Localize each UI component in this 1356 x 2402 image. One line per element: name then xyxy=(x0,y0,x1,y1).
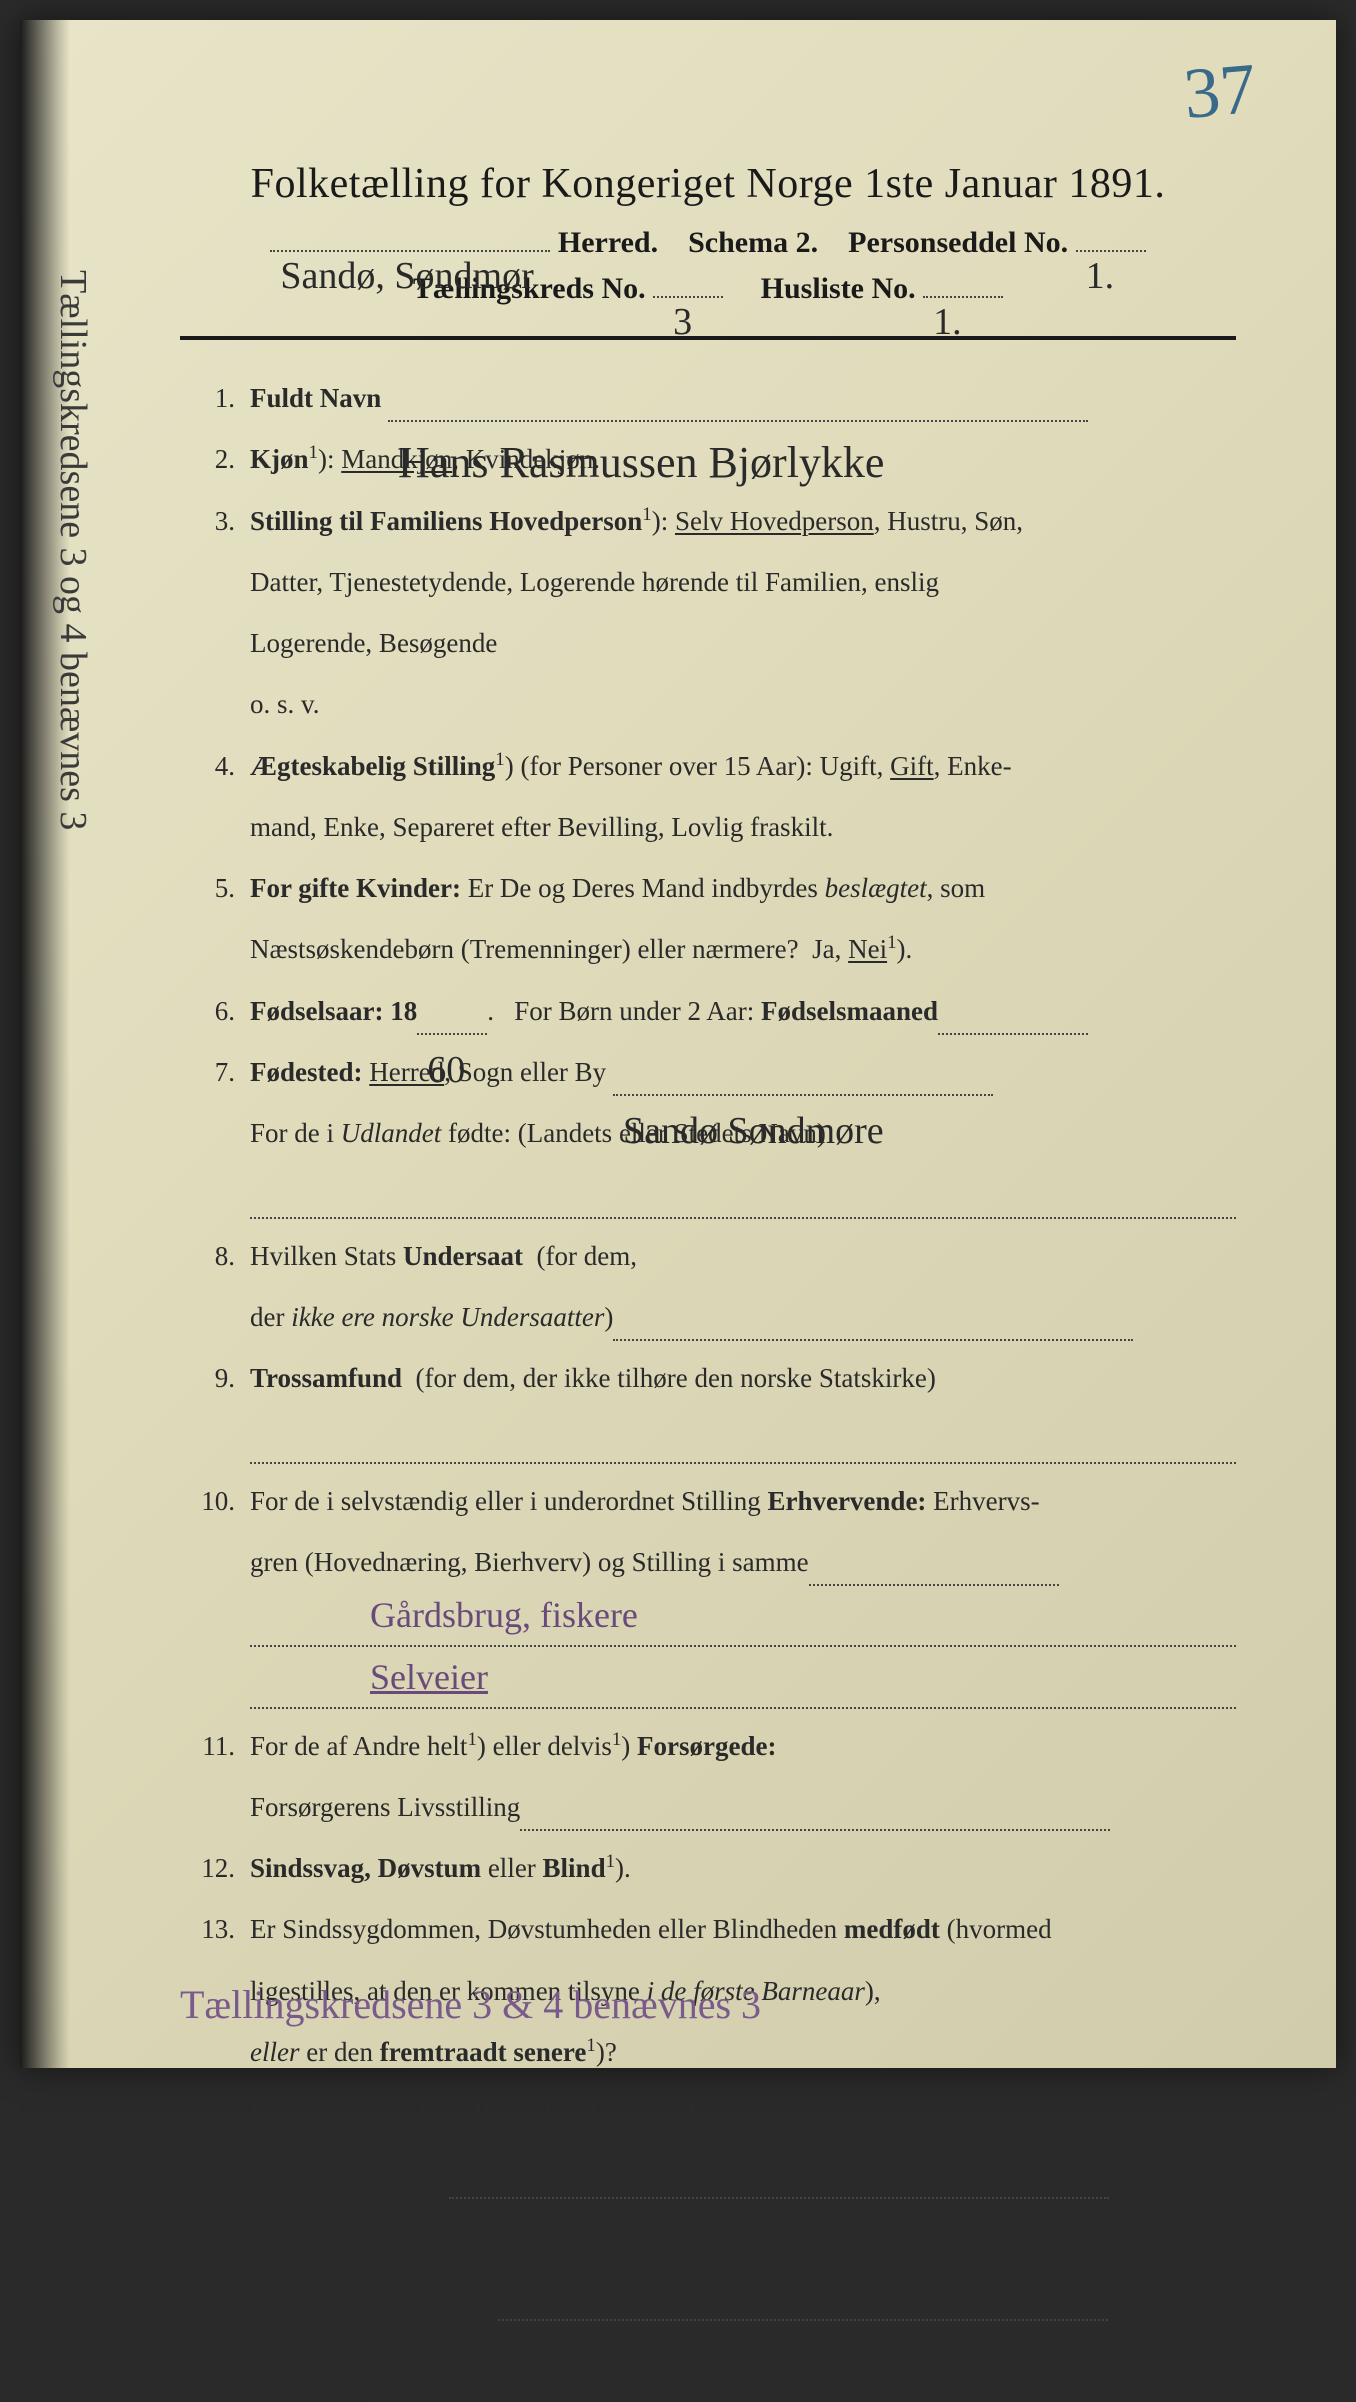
item-num-10: 10. xyxy=(180,1478,235,1525)
form-header: Folketælling for Kongeriget Norge 1ste J… xyxy=(180,160,1236,306)
item-num-6: 6. xyxy=(180,988,235,1035)
item-12: 12. Sindssvag, Døvstum eller Blind1). xyxy=(180,1845,1236,1892)
label-fodested: Fødested: xyxy=(250,1057,362,1087)
herred-row: Sandø, Søndmør Herred. Schema 2. Persons… xyxy=(180,226,1236,260)
header-divider xyxy=(180,336,1236,340)
item-3: 3. Stilling til Familiens Hovedperson1):… xyxy=(180,498,1236,545)
item-15-line2: antageligt Opholdssted xyxy=(180,2274,1236,2321)
item-10-value2: Selveier xyxy=(180,1661,1236,1708)
item-14: 14. For de kun midlertidigt Tilstedevære… xyxy=(180,2090,1236,2137)
item-9: 9. Trossamfund (for dem, der ikke tilhør… xyxy=(180,1355,1236,1402)
item-11: 11. For de af Andre helt1) eller delvis1… xyxy=(180,1723,1236,1770)
item-11-line2: Forsørgerens Livsstilling xyxy=(180,1784,1236,1831)
item-num-14: 14. xyxy=(180,2090,235,2137)
item-num-11: 11. xyxy=(180,1723,235,1770)
item-3-line4: o. s. v. xyxy=(180,681,1236,728)
item-4-line2: mand, Enke, Separeret efter Bevilling, L… xyxy=(180,804,1236,851)
item-num-1: 1. xyxy=(180,375,235,422)
item-num-5: 5. xyxy=(180,865,235,912)
item-num-8: 8. xyxy=(180,1233,235,1280)
item-num-9: 9. xyxy=(180,1355,235,1402)
selected-mandkjon: Mandkjøn xyxy=(341,444,452,474)
herred-label: Herred. xyxy=(558,226,658,259)
personseddel-label: Personseddel No. xyxy=(848,226,1068,259)
page-number-annotation: 37 xyxy=(1181,47,1260,136)
selected-gift: Gift xyxy=(890,751,934,781)
item-3-line2: Datter, Tjenestetydende, Logerende høren… xyxy=(180,559,1236,606)
item-3-line3: Logerende, Besøgende xyxy=(180,620,1236,667)
item-1: 1. Fuldt Navn Hans Rasmussen Bjørlykke xyxy=(180,375,1236,422)
item-15: 15. For de midlertidigt Fraværende: xyxy=(180,2213,1236,2260)
form-title: Folketælling for Kongeriget Norge 1ste J… xyxy=(180,160,1236,208)
item-8: 8. Hvilken Stats Undersaat (for dem, xyxy=(180,1233,1236,1280)
item-9-line2 xyxy=(180,1416,1236,1463)
item-num-4: 4. xyxy=(180,743,235,790)
label-fodselsaar: Fødselsaar: 18 xyxy=(250,996,417,1026)
label-kjon: Kjøn xyxy=(250,444,309,474)
item-13-line3: eller er den fremtraadt senere1)? xyxy=(180,2029,1236,2076)
schema-label: Schema 2. xyxy=(688,226,818,259)
item-6: 6. Fødselsaar: 1860. For Børn under 2 Aa… xyxy=(180,988,1236,1035)
label-gifte-kvinder: For gifte Kvinder: xyxy=(250,873,461,903)
item-num-2: 2. xyxy=(180,436,235,483)
item-5: 5. For gifte Kvinder: Er De og Deres Man… xyxy=(180,865,1236,912)
husliste-label: Husliste No. xyxy=(761,272,916,305)
item-4: 4. Ægteskabelig Stilling1) (for Personer… xyxy=(180,743,1236,790)
vertical-margin-note: Tællingskredsene 3 og 4 benævnes 3 xyxy=(51,270,95,1170)
value-erhverv2: Selveier xyxy=(370,1646,488,1709)
item-num-15: 15. xyxy=(180,2213,235,2260)
item-5-line2: Næstsøskendebørn (Tremenninger) eller næ… xyxy=(180,926,1236,973)
item-10: 10. For de i selvstændig eller i underor… xyxy=(180,1478,1236,1525)
item-8-line2: der ikke ere norske Undersaatter) xyxy=(180,1294,1236,1341)
selected-nei: Nei xyxy=(848,934,887,964)
item-10-value1: Gårdsbrug, fiskere xyxy=(180,1600,1236,1647)
item-num-13: 13. xyxy=(180,1906,235,1953)
bottom-handwritten-note: Tællingskredsene 3 & 4 benævnes 3 xyxy=(180,1981,1236,2028)
selected-hovedperson: Selv Hovedperson xyxy=(675,506,874,536)
label-trossamfund: Trossamfund xyxy=(250,1363,402,1393)
item-13: 13. Er Sindssygdommen, Døvstumheden elle… xyxy=(180,1906,1236,1953)
selected-herred: Herred xyxy=(369,1057,444,1087)
label-aegteskab: Ægteskabelig Stilling xyxy=(250,751,495,781)
item-2: 2. Kjøn1): Mandkjøn, Kvindekjøn. xyxy=(180,436,1236,483)
census-form-page: 37 Tællingskredsene 3 og 4 benævnes 3 Fo… xyxy=(20,20,1336,2068)
item-num-12: 12. xyxy=(180,1845,235,1892)
label-stilling: Stilling til Familiens Hovedperson xyxy=(250,506,642,536)
value-erhverv1: Gårdsbrug, fiskere xyxy=(370,1584,638,1647)
item-10-line2: gren (Hovednæring, Bierhverv) og Stillin… xyxy=(180,1539,1236,1586)
item-num-7: 7. xyxy=(180,1049,235,1096)
item-num-3: 3. xyxy=(180,498,235,545)
item-7: 7. Fødested: Herred, Sogn eller By Sandø… xyxy=(180,1049,1236,1096)
label-fuldt-navn: Fuldt Navn xyxy=(250,383,381,413)
item-14-line2: sædvanligt Bosted xyxy=(180,2151,1236,2198)
form-body: 1. Fuldt Navn Hans Rasmussen Bjørlykke 2… xyxy=(180,375,1236,2321)
item-7-line3 xyxy=(180,1171,1236,1218)
footnote: ¹) De for hvert Tilfælde passende Ord un… xyxy=(180,2371,1236,2402)
